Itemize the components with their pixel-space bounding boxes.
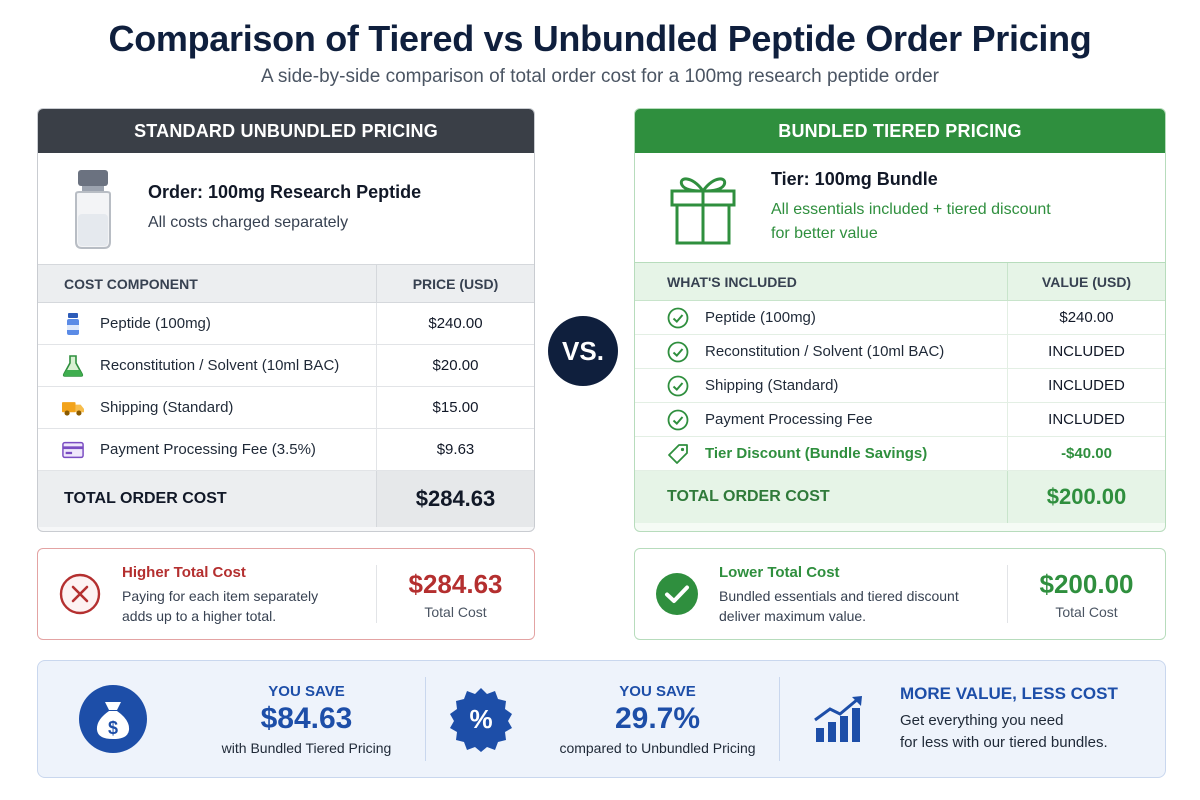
bundled-heading: BUNDLED TIERED PRICING (635, 109, 1165, 153)
unbundled-order-sub: All costs charged separately (148, 214, 349, 231)
savings-heading: YOU SAVE (268, 682, 345, 700)
check-circle-icon (667, 409, 689, 431)
savings-caption: compared to Unbundled Pricing (559, 739, 756, 756)
check-circle-icon (667, 375, 689, 397)
row-label: Payment Processing Fee (3.5%) (100, 441, 316, 458)
svg-text:%: % (469, 704, 492, 734)
bundled-table-header: WHAT'S INCLUDED VALUE (USD) (635, 263, 1165, 301)
flask-icon (62, 354, 84, 377)
percent-badge-icon: % (426, 686, 536, 752)
savings-value: 29.7% (614, 701, 701, 735)
summary-amount: $284.63 (408, 568, 503, 599)
row-value: INCLUDED (1007, 369, 1165, 402)
unbundled-order-title: Order: 100mg Research Peptide (148, 182, 422, 202)
row-label: Shipping (Standard) (100, 399, 234, 416)
gift-icon (635, 171, 771, 245)
bundled-order-sub-1: All essentials included + tiered discoun… (771, 201, 1051, 218)
savings-amount-block: $ YOU SAVE $84.63 with Bundled Tiered Pr… (38, 677, 426, 761)
table-row: Payment Processing Fee INCLUDED (635, 403, 1165, 437)
col-cost-component: COST COMPONENT (64, 275, 198, 292)
summary-amount: $200.00 (1039, 568, 1134, 599)
bundled-order-title: Tier: 100mg Bundle (771, 169, 938, 189)
page-subtitle: A side-by-side comparison of total order… (260, 66, 940, 87)
row-value: $240.00 (1007, 301, 1165, 334)
bundled-total-row: TOTAL ORDER COST $200.00 (635, 471, 1165, 523)
unbundled-table-header: COST COMPONENT PRICE (USD) (38, 265, 534, 303)
bundled-order-box: Tier: 100mg Bundle All essentials includ… (635, 153, 1165, 263)
total-value: $200.00 (1007, 471, 1165, 523)
row-label: Shipping (Standard) (705, 377, 839, 394)
summary-heading: Lower Total Cost (719, 563, 840, 581)
table-row: Reconstitution / Solvent (10ml BAC) $20.… (38, 345, 534, 387)
svg-text:$: $ (108, 718, 118, 738)
row-value: -$40.00 (1007, 437, 1165, 470)
savings-percent-block: % YOU SAVE 29.7% compared to Unbundled P… (426, 677, 780, 761)
col-whats-included: WHAT'S INCLUDED (667, 273, 797, 290)
bundled-summary: Lower Total Cost Bundled essentials and … (634, 548, 1166, 640)
bundled-order-sub-2: for better value (771, 225, 878, 242)
row-label: Peptide (100mg) (705, 309, 816, 326)
summary-amount-label: Total Cost (424, 603, 487, 620)
value-line-2: for less with our tiered bundles. (900, 734, 1108, 751)
row-label: Tier Discount (Bundle Savings) (705, 445, 928, 462)
savings-band: $ YOU SAVE $84.63 with Bundled Tiered Pr… (37, 660, 1166, 778)
page-title: Comparison of Tiered vs Unbundled Peptid… (108, 18, 1092, 59)
row-price: $9.63 (376, 429, 534, 470)
savings-value: $84.63 (260, 701, 353, 735)
check-badge-icon (635, 572, 719, 616)
table-row: Shipping (Standard) $15.00 (38, 387, 534, 429)
summary-heading: Higher Total Cost (122, 563, 246, 581)
money-bag-icon: $ (38, 684, 188, 754)
table-row: Payment Processing Fee (3.5%) $9.63 (38, 429, 534, 471)
credit-card-icon (62, 439, 84, 461)
vial-icon (38, 168, 148, 250)
table-row: Peptide (100mg) $240.00 (38, 303, 534, 345)
unbundled-heading: STANDARD UNBUNDLED PRICING (38, 109, 534, 153)
value-line-1: Get everything you need (900, 712, 1064, 729)
row-price: $20.00 (376, 345, 534, 386)
row-price: $240.00 (376, 303, 534, 344)
summary-line-2: adds up to a higher total. (122, 607, 277, 624)
row-value: INCLUDED (1007, 403, 1165, 436)
summary-line-1: Paying for each item separately (122, 587, 319, 604)
tag-icon (667, 443, 689, 465)
total-value: $284.63 (376, 471, 534, 527)
savings-heading: YOU SAVE (619, 682, 696, 700)
summary-line-1: Bundled essentials and tiered discount (719, 587, 959, 604)
row-label: Payment Processing Fee (705, 411, 873, 428)
growth-chart-icon (780, 694, 900, 744)
bundled-panel: BUNDLED TIERED PRICING Tier: 100mg Bundl… (634, 108, 1166, 532)
table-row: Reconstitution / Solvent (10ml BAC) INCL… (635, 335, 1165, 369)
savings-caption: with Bundled Tiered Pricing (221, 739, 392, 756)
row-value: INCLUDED (1007, 335, 1165, 368)
truck-icon (62, 397, 84, 419)
check-circle-icon (667, 307, 689, 329)
x-circle-icon (38, 572, 122, 616)
table-row: Peptide (100mg) $240.00 (635, 301, 1165, 335)
row-label: Peptide (100mg) (100, 315, 211, 332)
table-row: Tier Discount (Bundle Savings) -$40.00 (635, 437, 1165, 471)
unbundled-summary: Higher Total Cost Paying for each item s… (37, 548, 535, 640)
row-label: Reconstitution / Solvent (10ml BAC) (705, 343, 945, 360)
row-price: $15.00 (376, 387, 534, 428)
col-price: PRICE (USD) (376, 265, 534, 302)
check-circle-icon (667, 341, 689, 363)
col-value: VALUE (USD) (1007, 263, 1165, 300)
unbundled-total-row: TOTAL ORDER COST $284.63 (38, 471, 534, 527)
total-label: TOTAL ORDER COST (667, 488, 830, 505)
vs-badge: VS. (548, 316, 618, 386)
total-label: TOTAL ORDER COST (64, 490, 227, 507)
row-label: Reconstitution / Solvent (10ml BAC) (100, 357, 340, 374)
vial-icon (62, 312, 84, 335)
value-heading: MORE VALUE, LESS COST (900, 684, 1118, 703)
unbundled-order-box: Order: 100mg Research Peptide All costs … (38, 153, 534, 265)
unbundled-panel: STANDARD UNBUNDLED PRICING Order: 100mg … (37, 108, 535, 532)
table-row: Shipping (Standard) INCLUDED (635, 369, 1165, 403)
summary-line-2: deliver maximum value. (719, 607, 867, 624)
summary-amount-label: Total Cost (1055, 603, 1118, 620)
value-message-block: MORE VALUE, LESS COST Get everything you… (780, 677, 1165, 761)
